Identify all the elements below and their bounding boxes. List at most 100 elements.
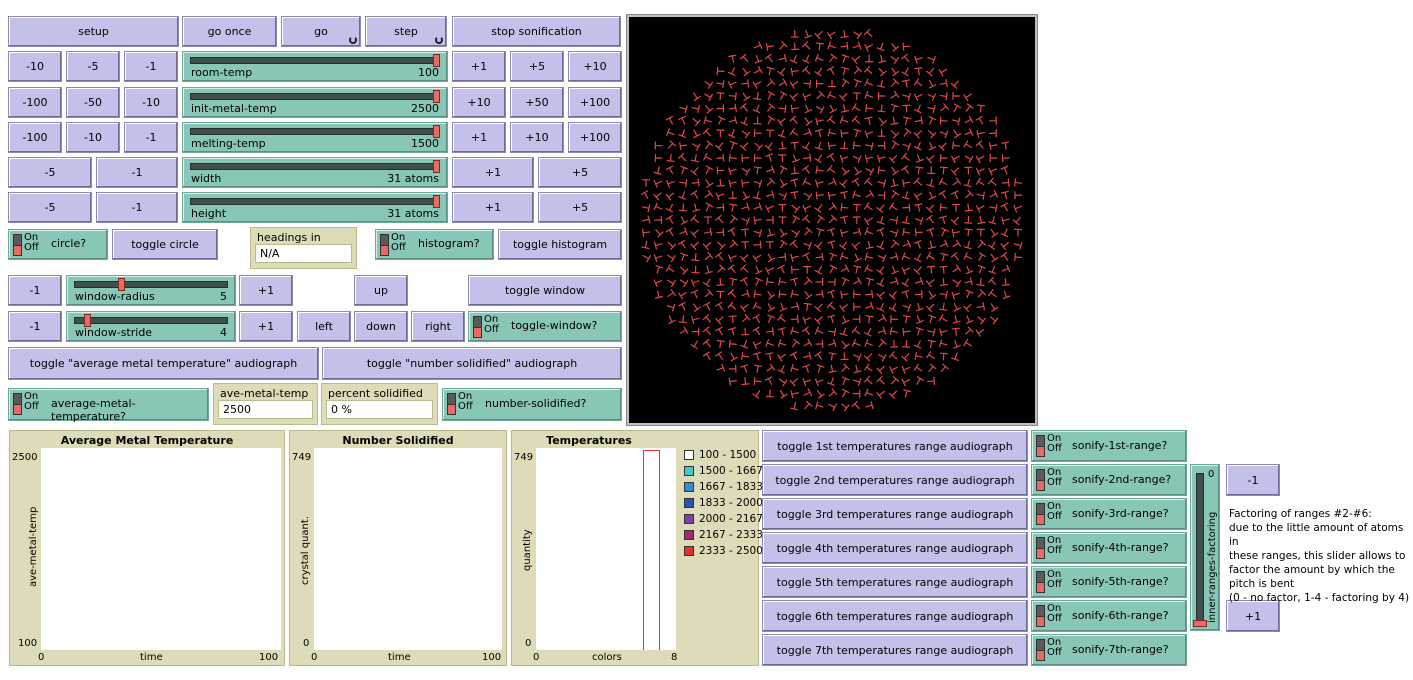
height-minus-5-button[interactable]: -5 — [8, 192, 92, 223]
switch-toggle[interactable] — [1036, 503, 1045, 525]
right-button[interactable]: right — [411, 311, 465, 342]
range-3-audiograph-button[interactable]: toggle 3rd temperatures range audiograph — [762, 498, 1028, 530]
melting-temp-minus-100-button[interactable]: -100 — [8, 122, 62, 153]
slider-track[interactable] — [190, 128, 440, 135]
setup-button[interactable]: setup — [8, 16, 179, 47]
slider-track[interactable] — [1196, 473, 1204, 625]
range-2-audiograph-button[interactable]: toggle 2nd temperatures range audiograph — [762, 464, 1028, 496]
inner-ranges-minus-1-button[interactable]: -1 — [1226, 464, 1280, 496]
left-button[interactable]: left — [297, 311, 351, 342]
sonify-7th-range-switch[interactable]: On Off sonify-7th-range? — [1031, 634, 1187, 666]
slider-track[interactable] — [190, 57, 440, 64]
slider-track[interactable] — [190, 198, 440, 205]
width-slider[interactable]: width 31 atoms — [182, 157, 448, 188]
sonify-1st-range-switch[interactable]: On Off sonify-1st-range? — [1031, 430, 1187, 462]
room-temp-plus-1-button[interactable]: +1 — [452, 51, 506, 82]
range-6-audiograph-button[interactable]: toggle 6th temperatures range audiograph — [762, 600, 1028, 632]
height-plus-1-button[interactable]: +1 — [452, 192, 534, 223]
width-minus-1-button[interactable]: -1 — [96, 157, 178, 188]
slider-track[interactable] — [74, 281, 228, 288]
window-radius-plus-1-button[interactable]: +1 — [239, 275, 293, 306]
toggle-number-audiograph-button[interactable]: toggle "number solidified" audiograph — [322, 347, 622, 380]
melting-temp-slider[interactable]: melting-temp 1500 — [182, 122, 448, 153]
switch-toggle[interactable] — [1036, 571, 1045, 593]
switch-toggle[interactable] — [13, 234, 22, 256]
init-metal-temp-minus-50-button[interactable]: -50 — [66, 87, 120, 118]
toggle-window-button[interactable]: toggle window — [468, 275, 622, 306]
range-4-audiograph-button[interactable]: toggle 4th temperatures range audiograph — [762, 532, 1028, 564]
switch-toggle[interactable] — [1036, 435, 1045, 457]
slider-thumb[interactable] — [433, 195, 440, 208]
range-5-audiograph-button[interactable]: toggle 5th temperatures range audiograph — [762, 566, 1028, 598]
melting-temp-plus-1-button[interactable]: +1 — [452, 122, 506, 153]
room-temp-minus-5-button[interactable]: -5 — [66, 51, 120, 82]
switch-toggle[interactable] — [1036, 469, 1045, 491]
down-button[interactable]: down — [354, 311, 408, 342]
width-plus-5-button[interactable]: +5 — [538, 157, 622, 188]
go-button[interactable]: go — [281, 16, 361, 47]
sonify-6th-range-switch[interactable]: On Off sonify-6th-range? — [1031, 600, 1187, 632]
switch-toggle[interactable] — [1036, 605, 1045, 627]
switch-toggle[interactable] — [1036, 639, 1045, 661]
sonify-3rd-range-switch[interactable]: On Off sonify-3rd-range? — [1031, 498, 1187, 530]
slider-thumb[interactable] — [1193, 620, 1207, 627]
slider-track[interactable] — [190, 163, 440, 170]
toggle-average-audiograph-button[interactable]: toggle "average metal temperature" audio… — [8, 347, 319, 380]
slider-thumb[interactable] — [84, 314, 92, 327]
switch-toggle[interactable] — [13, 393, 22, 415]
init-metal-temp-minus-10-button[interactable]: -10 — [124, 87, 178, 118]
histogram-switch[interactable]: On Off histogram? — [375, 229, 494, 260]
init-metal-temp-minus-100-button[interactable]: -100 — [8, 87, 62, 118]
init-metal-temp-plus-10-button[interactable]: +10 — [452, 87, 506, 118]
slider-track[interactable] — [74, 317, 228, 324]
range-7-audiograph-button[interactable]: toggle 7th temperatures range audiograph — [762, 634, 1028, 666]
slider-track[interactable] — [190, 93, 440, 100]
switch-toggle[interactable] — [447, 393, 456, 415]
init-metal-temp-plus-50-button[interactable]: +50 — [510, 87, 564, 118]
toggle-window-switch[interactable]: On Off toggle-window? — [468, 311, 622, 342]
toggle-circle-button[interactable]: toggle circle — [112, 229, 218, 260]
slider-thumb[interactable] — [433, 54, 440, 67]
room-temp-plus-10-button[interactable]: +10 — [568, 51, 622, 82]
sonify-5th-range-switch[interactable]: On Off sonify-5th-range? — [1031, 566, 1187, 598]
slider-thumb[interactable] — [433, 125, 440, 138]
slider-thumb[interactable] — [433, 160, 440, 173]
up-button[interactable]: up — [354, 275, 408, 306]
stop-sonification-button[interactable]: stop sonification — [452, 16, 621, 47]
height-slider[interactable]: height 31 atoms — [182, 192, 448, 223]
window-radius-minus-1-button[interactable]: -1 — [8, 275, 62, 306]
init-metal-temp-plus-100-button[interactable]: +100 — [568, 87, 622, 118]
switch-toggle[interactable] — [473, 316, 482, 338]
circle-switch[interactable]: On Off circle? — [8, 229, 108, 260]
window-stride-slider[interactable]: window-stride 4 — [66, 311, 236, 342]
window-radius-slider[interactable]: window-radius 5 — [66, 275, 236, 306]
window-stride-plus-1-button[interactable]: +1 — [239, 311, 293, 342]
inner-ranges-factoring-slider[interactable]: 0 inner-ranges-factoring — [1190, 464, 1220, 631]
sonify-2nd-range-switch[interactable]: On Off sonify-2nd-range? — [1031, 464, 1187, 496]
room-temp-minus-10-button[interactable]: -10 — [8, 51, 62, 82]
switch-toggle[interactable] — [1036, 537, 1045, 559]
width-plus-1-button[interactable]: +1 — [452, 157, 534, 188]
average-metal-temperature-switch[interactable]: On Off average-metal-temperature? — [8, 388, 209, 423]
range-1-audiograph-button[interactable]: toggle 1st temperatures range audiograph — [762, 430, 1028, 462]
height-plus-5-button[interactable]: +5 — [538, 192, 622, 223]
width-minus-5-button[interactable]: -5 — [8, 157, 92, 188]
toggle-histogram-button[interactable]: toggle histogram — [498, 229, 622, 260]
melting-temp-plus-10-button[interactable]: +10 — [510, 122, 564, 153]
go-once-button[interactable]: go once — [182, 16, 277, 47]
room-temp-slider[interactable]: room-temp 100 — [182, 51, 448, 82]
melting-temp-minus-10-button[interactable]: -10 — [66, 122, 120, 153]
init-metal-temp-slider[interactable]: init-metal-temp 2500 — [182, 87, 448, 118]
room-temp-plus-5-button[interactable]: +5 — [510, 51, 564, 82]
inner-ranges-plus-1-button[interactable]: +1 — [1226, 600, 1280, 632]
sonify-4th-range-switch[interactable]: On Off sonify-4th-range? — [1031, 532, 1187, 564]
number-solidified-switch[interactable]: On Off number-solidified? — [442, 388, 622, 421]
room-temp-minus-1-button[interactable]: -1 — [124, 51, 178, 82]
window-stride-minus-1-button[interactable]: -1 — [8, 311, 62, 342]
switch-toggle[interactable] — [380, 234, 389, 256]
slider-thumb[interactable] — [118, 278, 126, 291]
slider-thumb[interactable] — [433, 90, 440, 103]
melting-temp-minus-1-button[interactable]: -1 — [124, 122, 178, 153]
step-button[interactable]: step — [365, 16, 447, 47]
melting-temp-plus-100-button[interactable]: +100 — [568, 122, 622, 153]
